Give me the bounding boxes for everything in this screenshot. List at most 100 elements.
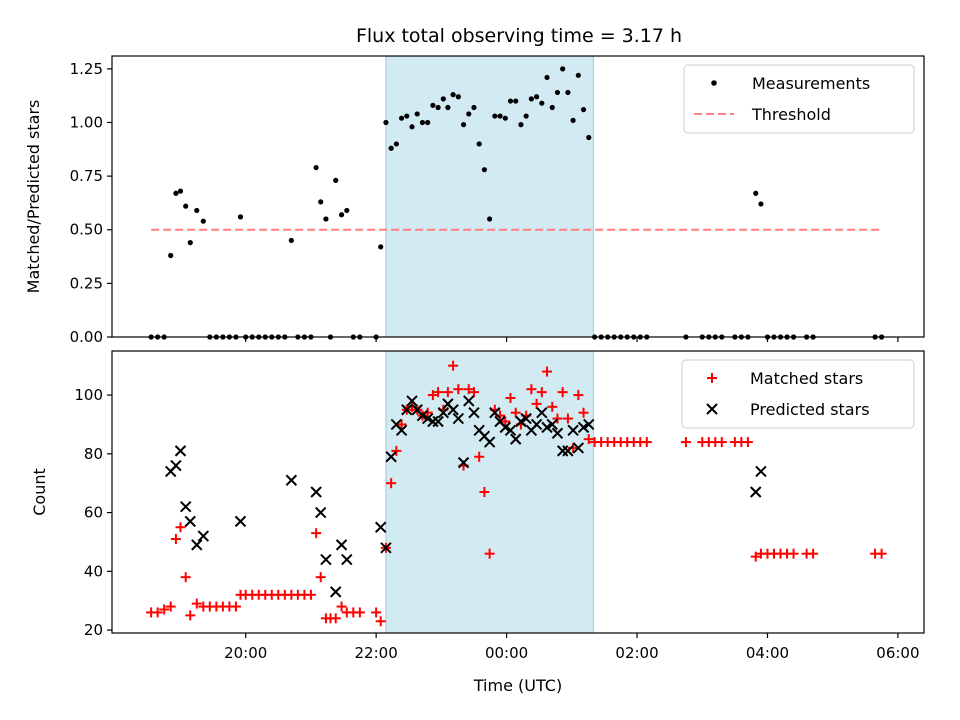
data-point <box>479 487 490 497</box>
y-tick-label: 0.00 <box>70 328 103 346</box>
data-point <box>174 445 187 457</box>
data-point <box>481 167 488 173</box>
data-point <box>320 553 332 566</box>
data-point <box>440 96 446 102</box>
data-point <box>466 111 472 117</box>
data-point <box>520 412 532 425</box>
data-point <box>502 115 508 121</box>
data-point <box>430 102 436 108</box>
x-tick-label: 02:00 <box>615 644 658 662</box>
top-panel: 0.00 0.25 0.50 0.75 1.00 1.25 Matched/Predicte… <box>24 55 925 346</box>
data-point <box>333 177 339 184</box>
data-point <box>539 100 545 106</box>
data-point <box>755 465 767 478</box>
y-tick-label: 0.75 <box>70 167 103 185</box>
data-point <box>586 134 592 141</box>
data-point <box>552 413 563 424</box>
data-point <box>393 141 399 147</box>
data-point <box>432 415 444 428</box>
data-point <box>179 500 192 513</box>
data-point <box>547 401 558 412</box>
data-point <box>177 188 184 194</box>
data-point <box>194 207 200 214</box>
data-point <box>457 456 470 469</box>
data-point <box>314 506 327 519</box>
data-point <box>463 395 475 407</box>
y-tick-label: 60 <box>84 504 103 522</box>
data-point <box>513 98 519 104</box>
data-point <box>680 437 691 448</box>
data-point <box>551 427 564 439</box>
data-point <box>354 607 365 618</box>
bottom-panel: 20 40 60 80 100 20:00 22:00 00:00 02:00 04:00 06:0… <box>30 350 925 695</box>
data-point <box>750 486 762 498</box>
data-point <box>230 601 241 612</box>
data-point <box>562 445 574 457</box>
data-point <box>549 104 555 111</box>
data-point <box>191 598 202 609</box>
data-point <box>419 119 426 126</box>
legend-marker <box>707 373 717 383</box>
data-point <box>175 522 186 533</box>
data-point <box>460 122 467 128</box>
data-point <box>453 384 464 395</box>
data-point <box>170 459 182 472</box>
observing-span <box>385 350 594 634</box>
data-point <box>313 164 319 171</box>
data-point <box>507 98 514 104</box>
data-point <box>528 96 534 102</box>
data-point <box>200 218 206 224</box>
data-point <box>395 424 408 437</box>
data-point <box>398 115 405 121</box>
y-tick-label: 1.25 <box>70 60 103 78</box>
data-point <box>371 607 382 618</box>
legend-entry: Threshold <box>694 105 831 124</box>
data-point <box>583 434 594 445</box>
data-point <box>452 412 465 425</box>
data-point <box>575 72 581 78</box>
data-point <box>234 515 247 528</box>
data-point <box>544 74 550 81</box>
data-point <box>556 445 569 457</box>
data-point <box>526 384 537 395</box>
y-axis-title: Matched/Predicted stars <box>24 100 43 294</box>
data-point <box>315 572 326 583</box>
data-point <box>388 145 394 151</box>
data-point <box>448 360 459 371</box>
data-point <box>409 124 415 130</box>
data-point <box>344 207 350 214</box>
data-point <box>435 104 441 111</box>
data-point <box>447 404 459 416</box>
data-point <box>191 539 203 551</box>
legend-box <box>683 64 915 134</box>
data-point <box>468 387 479 398</box>
y-tick-label: 0.50 <box>70 221 103 239</box>
data-point <box>483 436 496 448</box>
data-point <box>468 406 480 419</box>
data-point <box>583 418 595 431</box>
data-point <box>560 66 566 72</box>
data-point <box>455 94 461 100</box>
data-point <box>396 419 407 430</box>
data-point <box>425 119 431 126</box>
data-point <box>305 589 316 600</box>
x-tick-label: 22:00 <box>355 644 398 662</box>
legend-label: Predicted stars <box>750 400 870 419</box>
data-point <box>442 387 453 398</box>
legend-label: Threshold <box>751 105 831 124</box>
legend-marker <box>711 80 717 86</box>
data-point <box>183 203 189 209</box>
x-tick-label: 06:00 <box>876 644 919 662</box>
data-point <box>383 119 389 126</box>
data-point <box>197 530 210 542</box>
data-point <box>518 122 524 128</box>
x-tick-label: 20:00 <box>224 644 267 662</box>
data-point <box>404 113 410 119</box>
y-tick-label: 80 <box>84 445 103 463</box>
data-point <box>427 415 439 428</box>
data-point <box>338 212 345 218</box>
data-point <box>497 113 503 119</box>
data-point <box>416 409 429 422</box>
legend: Matched stars Predicted stars <box>681 359 915 429</box>
